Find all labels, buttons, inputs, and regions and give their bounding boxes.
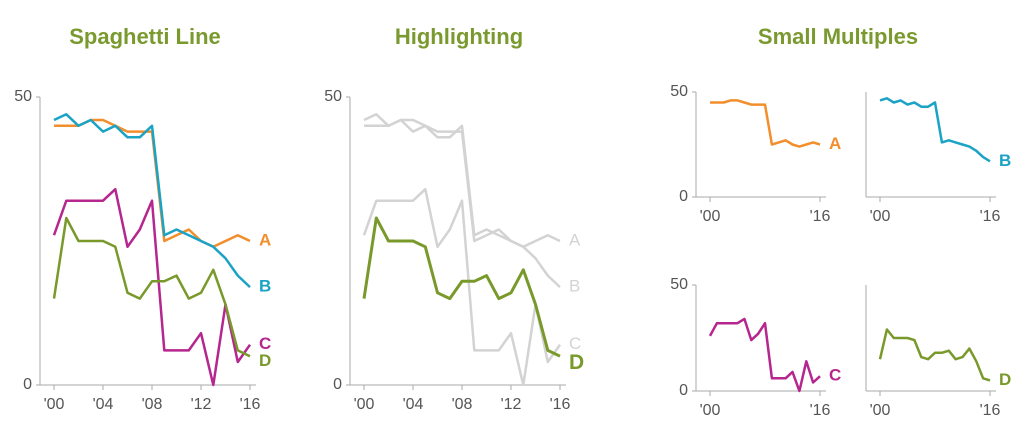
y-tick-label: 0: [23, 376, 32, 393]
x-tick-label: '16: [240, 396, 261, 413]
x-tick-label: '04: [403, 396, 424, 413]
x-tick-label: '12: [191, 396, 212, 413]
series-line: [54, 118, 251, 249]
series-line: [878, 328, 991, 382]
x-tick-label: '00: [700, 402, 721, 419]
x-tick-label: '12: [501, 396, 522, 413]
chart-title: Spaghetti Line: [69, 24, 221, 49]
series-line: [363, 113, 561, 289]
series-label: D: [999, 370, 1011, 389]
x-tick-label: '00: [870, 402, 891, 419]
x-tick-label: '16: [810, 208, 831, 225]
series-label: A: [259, 230, 271, 249]
series-line: [53, 113, 251, 289]
y-tick-label: 0: [679, 188, 688, 205]
series-label: D: [569, 351, 584, 374]
series-label: D: [259, 351, 271, 370]
x-tick-label: '16: [980, 402, 1001, 419]
series-label: B: [569, 277, 580, 296]
x-tick-label: '16: [810, 402, 831, 419]
y-tick-label: 50: [670, 276, 688, 293]
x-tick-label: '00: [870, 208, 891, 225]
series-line: [52, 216, 251, 358]
series-line: [710, 99, 821, 148]
y-tick-label: 50: [324, 88, 342, 105]
x-tick-label: '08: [452, 396, 473, 413]
series-line: [879, 97, 991, 163]
series-label: A: [829, 134, 841, 153]
series-label: C: [829, 366, 841, 385]
x-tick-label: '16: [980, 208, 1001, 225]
series-label: B: [259, 277, 271, 296]
series-line: [708, 317, 821, 393]
y-tick-label: 50: [670, 83, 688, 100]
series-line: [364, 118, 561, 249]
chart-title: Highlighting: [395, 24, 523, 49]
series-label: A: [569, 230, 581, 249]
y-tick-label: 50: [14, 88, 32, 105]
series-label: C: [569, 334, 581, 353]
y-tick-label: 0: [679, 382, 688, 399]
x-tick-label: '00: [354, 396, 375, 413]
x-tick-label: '08: [142, 396, 163, 413]
x-tick-label: '04: [93, 396, 114, 413]
x-tick-label: '00: [700, 208, 721, 225]
y-tick-label: 0: [333, 376, 342, 393]
x-tick-label: '16: [550, 396, 571, 413]
x-tick-label: '00: [44, 396, 65, 413]
series-label: B: [999, 151, 1011, 170]
chart-title: Small Multiples: [758, 24, 918, 49]
series-line: [362, 187, 562, 387]
series-line: [52, 187, 252, 387]
series-line: [362, 216, 561, 358]
series-label: C: [259, 334, 271, 353]
